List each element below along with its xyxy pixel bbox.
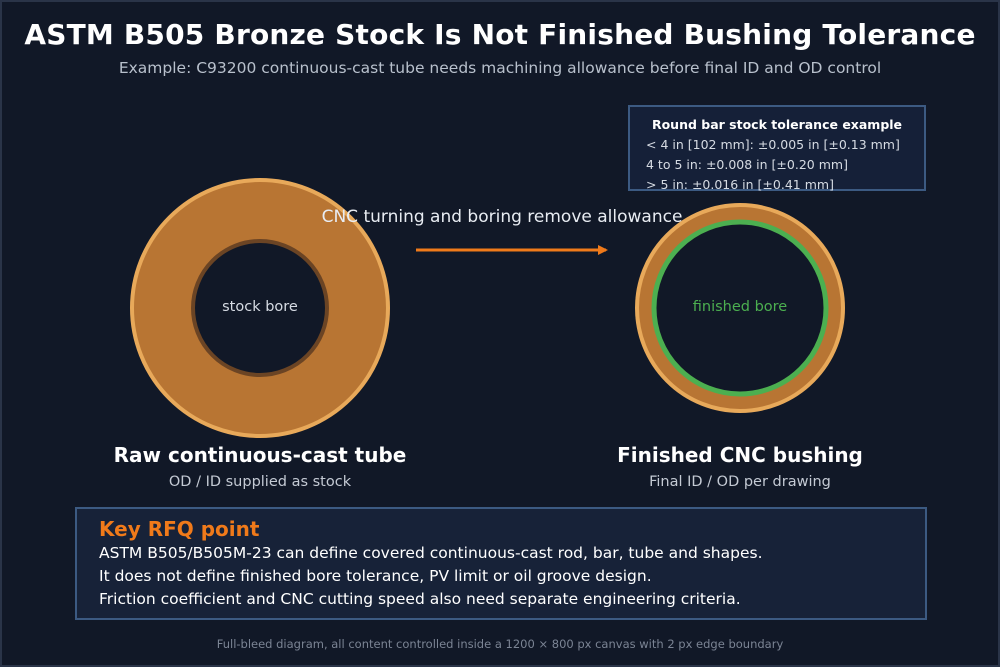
tolerance-line: < 4 in [102 mm]: ±0.005 in [±0.13 mm]	[646, 137, 900, 152]
rfq-box: Key RFQ point ASTM B505/B505M-23 can def…	[75, 507, 927, 620]
finished-bore-label: finished bore	[692, 299, 788, 315]
rfq-line: Friction coefficient and CNC cutting spe…	[99, 590, 741, 608]
page-title: ASTM B505 Bronze Stock Is Not Finished B…	[24, 18, 976, 51]
finished-subcaption: Final ID / OD per drawing	[649, 474, 831, 490]
rfq-title: Key RFQ point	[99, 517, 260, 541]
stock-bore-label: stock bore	[222, 299, 298, 315]
raw-subcaption: OD / ID supplied as stock	[168, 474, 352, 490]
page-subtitle: Example: C93200 continuous-cast tube nee…	[118, 59, 882, 77]
tolerance-box: Round bar stock tolerance example < 4 in…	[628, 105, 926, 192]
arrow-label: CNC turning and boring remove allowance	[321, 207, 683, 227]
tolerance-box-title: Round bar stock tolerance example	[651, 117, 903, 132]
rfq-line: It does not define finished bore toleran…	[99, 567, 652, 585]
tolerance-line: 4 to 5 in: ±0.008 in [±0.20 mm]	[646, 157, 848, 172]
footer-note: Full-bleed diagram, all content controll…	[216, 637, 784, 651]
rfq-line: ASTM B505/B505M-23 can define covered co…	[99, 544, 763, 562]
raw-tube-ring	[130, 178, 390, 438]
raw-caption: Raw continuous-cast tube	[113, 443, 407, 467]
finished-caption: Finished CNC bushing	[617, 443, 863, 467]
finished-bushing-ring	[635, 203, 845, 413]
tolerance-line: > 5 in: ±0.016 in [±0.41 mm]	[646, 177, 834, 192]
